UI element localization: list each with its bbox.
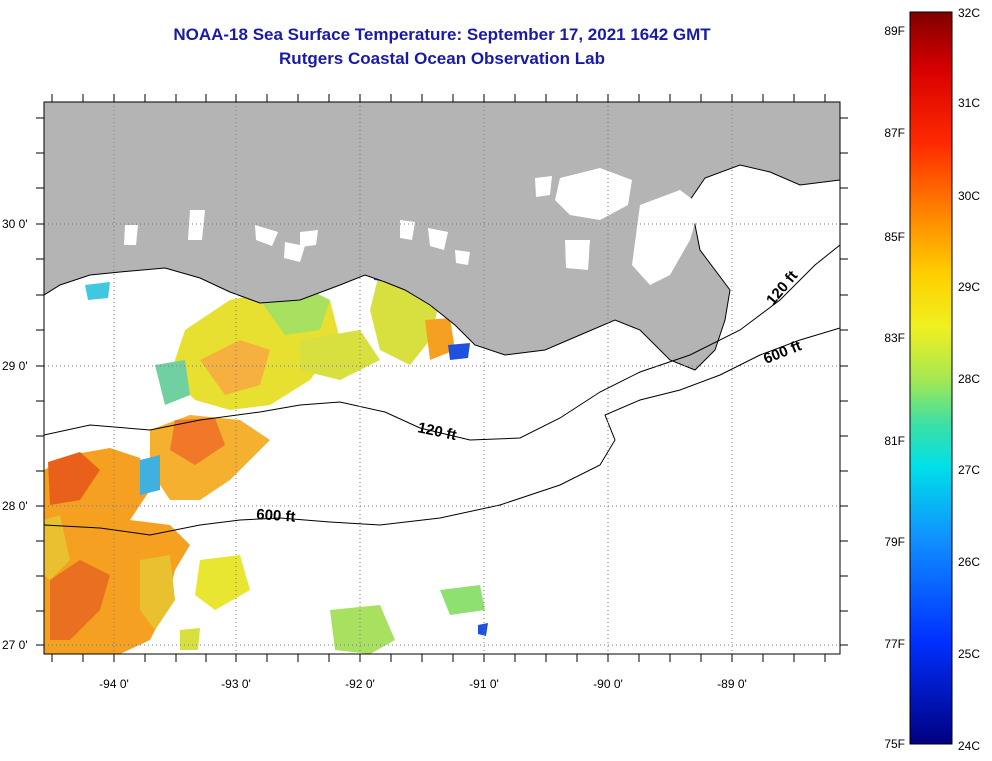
cb-label-89f: 89F bbox=[884, 24, 905, 38]
colorbar bbox=[909, 11, 953, 745]
contour-120ft bbox=[44, 244, 840, 441]
cb-label-75f: 75F bbox=[884, 737, 905, 751]
colorbar-celsius-labels: 32C 31C 30C 29C 28C 27C 26C 25C 24C bbox=[958, 6, 980, 753]
cb-label-31c: 31C bbox=[958, 96, 980, 110]
map-frame bbox=[43, 101, 841, 655]
lon-label-90: -90 0' bbox=[593, 677, 623, 691]
cb-label-24c: 24C bbox=[958, 739, 980, 753]
colorbar-fahrenheit-labels: 89F 87F 85F 83F 81F 79F 77F 75F bbox=[884, 24, 905, 751]
cb-label-27c: 27C bbox=[958, 463, 980, 477]
lat-label-29: 29 0' bbox=[2, 359, 28, 373]
inland-lakes bbox=[124, 168, 700, 285]
cb-label-26c: 26C bbox=[958, 555, 980, 569]
contour-label-600-west: 600 ft bbox=[256, 506, 296, 526]
cb-label-28c: 28C bbox=[958, 372, 980, 386]
cb-label-77f: 77F bbox=[884, 637, 905, 651]
cb-label-87f: 87F bbox=[884, 126, 905, 140]
contour-600ft bbox=[44, 327, 840, 536]
cb-label-32c: 32C bbox=[958, 6, 980, 20]
cb-label-29c: 29C bbox=[958, 280, 980, 294]
cb-label-30c: 30C bbox=[958, 189, 980, 203]
lat-label-27: 27 0' bbox=[2, 638, 28, 652]
cb-label-79f: 79F bbox=[884, 535, 905, 549]
lon-label-89: -89 0' bbox=[717, 677, 747, 691]
lon-label-92: -92 0' bbox=[345, 677, 375, 691]
lon-label-91: -91 0' bbox=[469, 677, 499, 691]
map-title: NOAA-18 Sea Surface Temperature: Septemb… bbox=[173, 25, 711, 44]
tick-marks bbox=[36, 94, 848, 662]
cb-label-25c: 25C bbox=[958, 647, 980, 661]
graticule bbox=[44, 102, 840, 654]
lon-label-93: -93 0' bbox=[221, 677, 251, 691]
lat-label-30: 30 0' bbox=[2, 217, 28, 231]
lon-label-94: -94 0' bbox=[99, 677, 129, 691]
cb-label-83f: 83F bbox=[884, 331, 905, 345]
cb-label-85f: 85F bbox=[884, 230, 905, 244]
map-subtitle: Rutgers Coastal Ocean Observation Lab bbox=[279, 49, 605, 68]
lat-label-28: 28 0' bbox=[2, 499, 28, 513]
cb-label-81f: 81F bbox=[884, 434, 905, 448]
sst-data-layer bbox=[44, 265, 488, 654]
